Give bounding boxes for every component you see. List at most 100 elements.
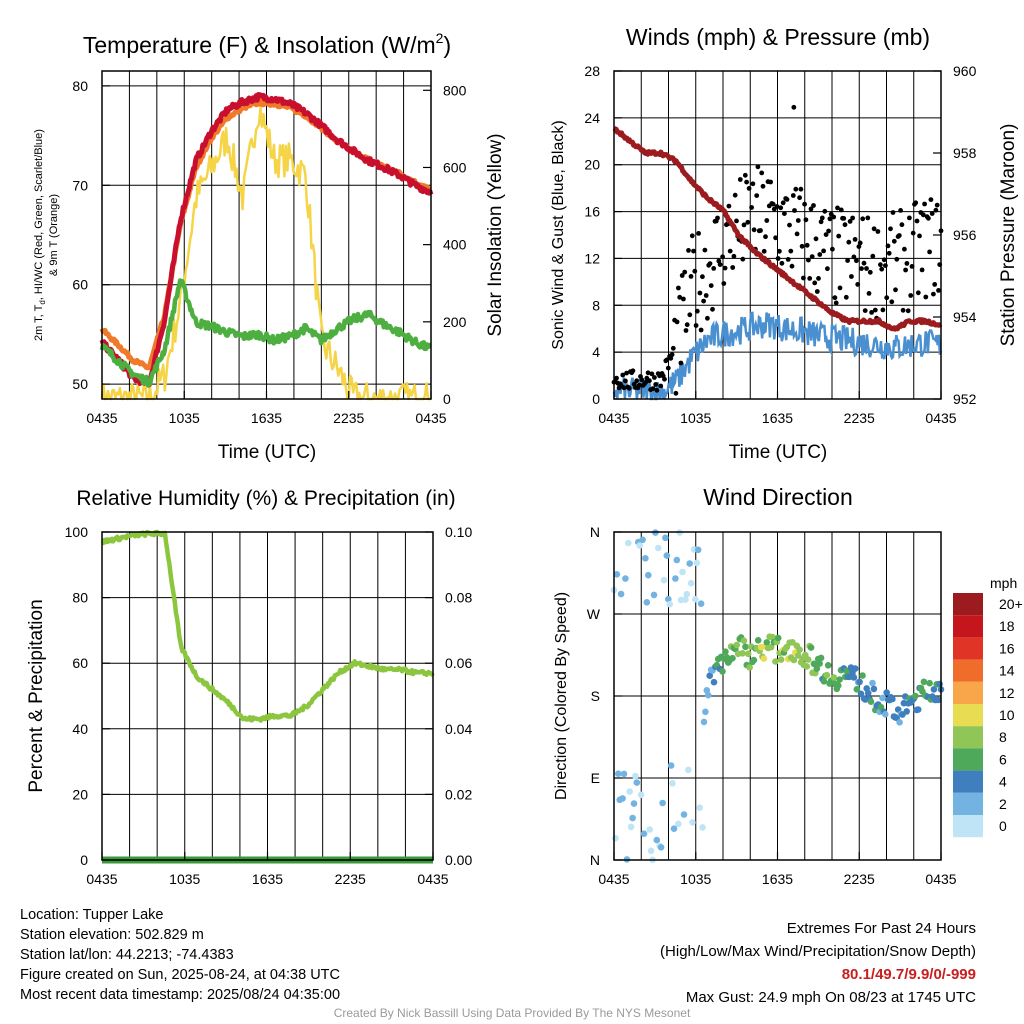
- speed-legend-title: mph: [990, 575, 1017, 591]
- extremes-heading: Extremes For Past 24 Hours: [786, 920, 976, 937]
- x-tick-label: 2235: [333, 410, 364, 426]
- gust-point: [758, 228, 763, 233]
- temp-x-ticks: 0435 1035 1635 2235 0435: [86, 391, 447, 426]
- gust-point: [884, 295, 890, 301]
- y-tick-label-right: 956: [953, 227, 977, 243]
- direction-point: [615, 770, 622, 777]
- temp-series-line-3: [100, 106, 431, 401]
- direction-point: [627, 823, 635, 831]
- gust-point: [793, 186, 799, 192]
- gust-point: [774, 204, 780, 209]
- y-tick-label: 40: [72, 721, 88, 737]
- gust-point: [691, 248, 696, 254]
- gust-point: [626, 385, 632, 391]
- direction-point: [722, 648, 729, 655]
- direction-point: [870, 685, 878, 693]
- direction-point: [859, 672, 866, 679]
- direction-point: [679, 568, 686, 576]
- gust-point: [823, 232, 829, 238]
- y-tick-label: 70: [72, 177, 88, 193]
- gust-point: [741, 222, 747, 228]
- x-tick-label: 0435: [925, 410, 956, 426]
- x-tick-label: 0435: [86, 871, 117, 887]
- gust-point: [720, 254, 725, 260]
- rh-y-ticks-right: 0.00 0.02 0.04 0.06 0.08 0.10: [425, 524, 472, 868]
- wind-x-axis-label: Time (UTC): [729, 442, 828, 463]
- gust-point: [703, 293, 709, 298]
- gust-point: [639, 377, 645, 383]
- gust-point: [715, 215, 720, 221]
- gust-point: [888, 226, 893, 232]
- gust-point: [653, 382, 659, 387]
- gust-point: [878, 262, 883, 268]
- x-tick-label: 2235: [335, 871, 366, 887]
- gust-point: [623, 378, 628, 384]
- direction-point: [934, 696, 942, 704]
- direction-point: [639, 536, 646, 544]
- temp-x-axis-label: Time (UTC): [218, 442, 317, 463]
- gust-point: [694, 308, 700, 314]
- temperature-panel: Temperature (F) & Insolation (W/m2) 0435…: [33, 30, 506, 463]
- direction-point: [629, 814, 636, 822]
- direction-point: [767, 643, 775, 651]
- x-tick-label: 2235: [844, 410, 875, 426]
- direction-point: [669, 780, 676, 787]
- y-tick-label-right: 0.06: [445, 655, 472, 671]
- gust-point: [645, 370, 651, 376]
- direction-point: [746, 664, 753, 671]
- gust-point: [862, 308, 868, 313]
- gust-point: [915, 290, 921, 296]
- direction-point: [702, 708, 709, 716]
- wind-y-ticks-left: 0 4 8 12 16 20 24 28: [584, 63, 622, 407]
- direction-point: [612, 834, 619, 842]
- direction-point: [920, 678, 928, 686]
- gust-point: [831, 214, 837, 220]
- gust-point: [812, 280, 818, 286]
- max-gust: Max Gust: 24.9 mph On 08/23 at 1745 UTC: [685, 989, 976, 1006]
- gust-point: [809, 254, 815, 259]
- gust-point: [896, 233, 902, 238]
- gust-point: [903, 267, 908, 273]
- direction-point: [693, 559, 701, 567]
- gust-point: [722, 265, 728, 271]
- temp-series: [99, 92, 434, 401]
- gust-point: [881, 257, 887, 263]
- direction-point: [653, 836, 661, 844]
- direction-point: [673, 556, 681, 564]
- gust-point: [835, 205, 840, 211]
- y-tick-label: 100: [65, 524, 89, 540]
- direction-point: [637, 791, 645, 799]
- direction-point: [912, 692, 919, 700]
- gust-point: [880, 307, 886, 313]
- gust-point: [643, 380, 648, 385]
- gust-point: [670, 345, 676, 351]
- x-tick-label: 0435: [598, 871, 629, 887]
- rh-y-axis-label: Percent & Precipitation: [26, 599, 47, 792]
- gust-point: [822, 208, 828, 214]
- gust-point: [742, 172, 748, 178]
- direction-point: [824, 662, 832, 669]
- gust-point: [773, 235, 778, 241]
- direction-point: [867, 698, 875, 705]
- gust-point: [689, 233, 695, 239]
- station-info: Location: Tupper Lake Station elevation:…: [20, 905, 340, 1005]
- wind-x-ticks: 0435 1035 1635 2235 0435: [598, 391, 957, 426]
- gust-point: [931, 291, 936, 297]
- gust-point: [785, 257, 791, 262]
- gust-point: [686, 248, 691, 253]
- gust-point: [913, 200, 919, 206]
- direction-point: [810, 660, 818, 668]
- gust-point: [759, 170, 765, 176]
- gust-point: [869, 310, 874, 315]
- gust-point: [687, 312, 693, 318]
- y-tick-label: 8: [592, 297, 600, 313]
- y-tick-label-right: 960: [953, 63, 977, 79]
- direction-point: [719, 668, 726, 675]
- direction-point: [706, 672, 713, 679]
- direction-point: [804, 656, 812, 663]
- wind-speed-line: [612, 311, 943, 401]
- direction-point: [834, 682, 842, 689]
- gust-point: [696, 231, 701, 236]
- gust-point: [885, 243, 891, 249]
- legend-label: 20+: [999, 596, 1023, 612]
